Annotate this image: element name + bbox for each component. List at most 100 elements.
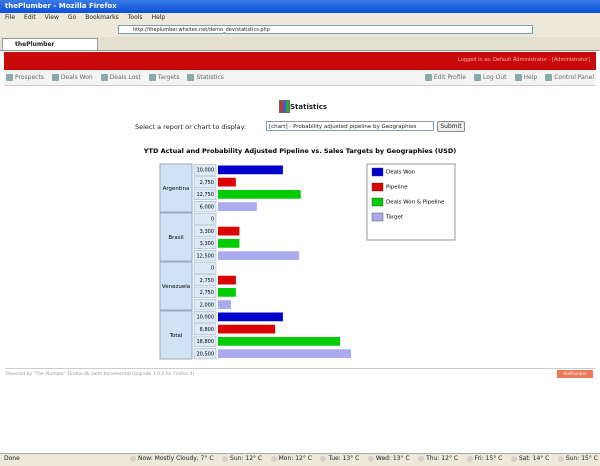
menu-bar: File Edit View Go Bookmarks Tools Help bbox=[0, 13, 600, 22]
weather: Now: Mostly Cloudy, 7° C Sun: 12° C Mon: 1… bbox=[130, 455, 598, 462]
value-label: 10,000 bbox=[197, 315, 215, 321]
value-cell bbox=[193, 299, 217, 311]
value-cell bbox=[193, 323, 217, 335]
legend-swatch bbox=[371, 197, 384, 207]
value-label: 3,300 bbox=[200, 241, 214, 247]
bar bbox=[218, 349, 351, 358]
value-cell bbox=[193, 164, 217, 176]
nav-link[interactable]: Log Out bbox=[474, 74, 507, 81]
window-title: thePlumber - Mozilla Firefox bbox=[0, 0, 600, 13]
value-label: 2,750 bbox=[200, 290, 214, 296]
menu-item[interactable]: File bbox=[5, 14, 16, 21]
nav-link[interactable]: Help bbox=[515, 74, 538, 81]
value-label: 2,750 bbox=[200, 180, 214, 186]
nav-link[interactable]: Edit Profile bbox=[425, 74, 466, 81]
bar bbox=[218, 312, 283, 322]
value-cell bbox=[193, 286, 217, 298]
weather-item: Sun: 15° C bbox=[558, 455, 598, 462]
menu-item[interactable]: Help bbox=[151, 14, 166, 21]
legend-swatch bbox=[371, 212, 384, 222]
value-label: 6,000 bbox=[200, 204, 214, 210]
value-cell bbox=[193, 274, 217, 286]
weather-item: Sat: 14° C bbox=[511, 455, 550, 462]
legend-label: Target bbox=[385, 215, 404, 221]
submit-button[interactable]: Submit bbox=[437, 121, 465, 132]
value-label: 3,300 bbox=[200, 229, 214, 235]
group-cell bbox=[159, 310, 193, 360]
weather-item: Fri: 15° C bbox=[467, 455, 503, 462]
value-label: 12,750 bbox=[197, 192, 215, 198]
weather-item: Mon: 12° C bbox=[271, 455, 312, 462]
footer: Powered by "The Plumber" Firefox-4k (wit… bbox=[6, 372, 195, 377]
badge: thePlumber bbox=[557, 370, 593, 378]
menu-item[interactable]: Tools bbox=[127, 14, 143, 21]
select-label: Select a report or chart to display: bbox=[135, 123, 247, 131]
category-label: Brasil bbox=[168, 235, 184, 241]
value-cell bbox=[193, 335, 217, 347]
app-header bbox=[4, 52, 596, 70]
value-label: 0 bbox=[211, 266, 214, 272]
legend-swatch bbox=[371, 167, 384, 177]
value-cell bbox=[193, 311, 217, 323]
category-label: Total bbox=[169, 333, 183, 339]
nav-link[interactable]: Deals Lost bbox=[101, 74, 141, 81]
url-field[interactable]: http://theplumber.whsites.net/demo_dev/s… bbox=[118, 25, 533, 34]
nav-link[interactable]: Targets bbox=[149, 74, 180, 81]
value-label: 18,800 bbox=[197, 339, 215, 345]
separator bbox=[5, 368, 595, 369]
category-label: Argentina bbox=[163, 186, 190, 192]
bar bbox=[218, 165, 283, 175]
chart: YTD Actual and Probability Adjusted Pipe… bbox=[143, 147, 456, 360]
value-cell bbox=[193, 250, 217, 262]
bar bbox=[218, 226, 240, 236]
menu-item[interactable]: View bbox=[44, 14, 59, 21]
value-label: 2,750 bbox=[200, 278, 214, 284]
nav-link[interactable]: Prospects bbox=[6, 74, 44, 81]
chart-title: YTD Actual and Probability Adjusted Pipe… bbox=[143, 147, 456, 155]
value-cell bbox=[193, 213, 217, 225]
legend-label: Deals Won bbox=[386, 170, 416, 176]
legend-label: Pipeline bbox=[386, 185, 408, 191]
nav-link[interactable]: Deals Won bbox=[52, 74, 93, 81]
bar bbox=[218, 337, 340, 346]
value-cell bbox=[193, 348, 217, 360]
statistics-icon bbox=[279, 100, 290, 113]
report-select[interactable]: [chart] - Probability adjusted pipeline … bbox=[266, 121, 434, 131]
select-value: [chart] - Probability adjusted pipeline … bbox=[269, 124, 417, 130]
bar bbox=[218, 300, 231, 309]
group-cell bbox=[159, 212, 193, 262]
page-heading: Statistics bbox=[290, 103, 328, 111]
bar bbox=[218, 275, 236, 285]
value-label: 8,800 bbox=[200, 327, 214, 333]
window-title-text: thePlumber - Mozilla Firefox bbox=[4, 2, 117, 10]
menu-item[interactable]: Go bbox=[67, 14, 77, 21]
menu-item[interactable]: Edit bbox=[24, 14, 36, 21]
nav-link[interactable]: Control Panel bbox=[545, 74, 594, 81]
tab-bar bbox=[0, 37, 600, 51]
value-cell bbox=[193, 188, 217, 200]
value-cell bbox=[193, 176, 217, 188]
legend-label: Deals Won & Pipeline bbox=[386, 200, 445, 206]
bar bbox=[218, 288, 236, 297]
bar bbox=[218, 239, 240, 248]
category-label: Venezuela bbox=[162, 284, 190, 290]
value-cell bbox=[193, 262, 217, 274]
weather-item: Thu: 12° C bbox=[418, 455, 458, 462]
value-label: 0 bbox=[211, 217, 214, 223]
login-info: Logged in as: Default Administrator - [A… bbox=[458, 57, 590, 63]
menu-item[interactable]: Bookmarks bbox=[85, 14, 119, 21]
value-cell bbox=[193, 225, 217, 237]
bar bbox=[218, 190, 301, 199]
value-cell bbox=[193, 201, 217, 213]
value-label: 10,000 bbox=[197, 168, 215, 174]
value-label: 2,000 bbox=[200, 302, 214, 308]
group-cell bbox=[159, 163, 193, 213]
status-text: Done bbox=[4, 455, 20, 462]
weather-item: Sun: 12° C bbox=[222, 455, 262, 462]
bar bbox=[218, 324, 276, 334]
nav-link[interactable]: Statistics bbox=[187, 74, 223, 81]
bar bbox=[218, 202, 257, 211]
weather-item: Tue: 13° C bbox=[320, 455, 359, 462]
tab[interactable]: thePlumber bbox=[2, 38, 98, 50]
